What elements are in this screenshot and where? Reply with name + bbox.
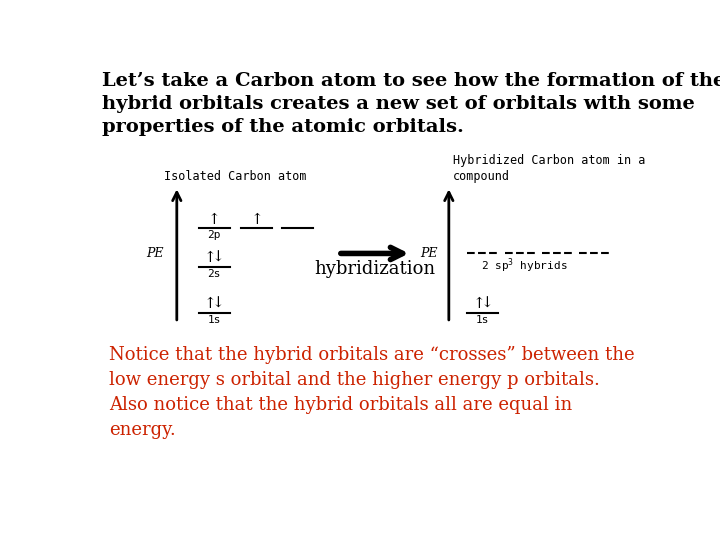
Text: Let’s take a Carbon atom to see how the formation of the
hybrid orbitals creates: Let’s take a Carbon atom to see how the … (102, 72, 720, 136)
Text: ↑: ↑ (207, 213, 220, 226)
Text: 2 sp$^3$ hybrids: 2 sp$^3$ hybrids (481, 256, 567, 275)
Text: Isolated Carbon atom: Isolated Carbon atom (163, 170, 306, 183)
Text: ↑: ↑ (472, 297, 485, 311)
Text: 1s: 1s (476, 315, 490, 325)
Text: PE: PE (146, 247, 163, 260)
Text: Hybridized Carbon atom in a
compound: Hybridized Carbon atom in a compound (453, 153, 645, 183)
Text: ↓: ↓ (480, 297, 493, 311)
Text: ↑: ↑ (251, 213, 263, 226)
Text: Notice that the hybrid orbitals are “crosses” between the
low energy s orbital a: Notice that the hybrid orbitals are “cro… (109, 346, 635, 439)
Text: 1s: 1s (207, 315, 221, 325)
Text: 2s: 2s (207, 269, 221, 279)
Text: ↑: ↑ (204, 251, 217, 265)
Text: PE: PE (420, 247, 437, 260)
Text: ↓: ↓ (212, 251, 224, 265)
Text: ↑: ↑ (204, 297, 217, 311)
Text: 2p: 2p (207, 231, 221, 240)
Text: ↓: ↓ (212, 297, 224, 311)
Text: hybridization: hybridization (314, 260, 435, 278)
